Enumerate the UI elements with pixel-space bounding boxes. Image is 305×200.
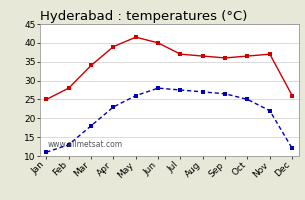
Text: www.allmetsat.com: www.allmetsat.com: [47, 140, 123, 149]
Text: Hyderabad : temperatures (°C): Hyderabad : temperatures (°C): [40, 10, 247, 23]
